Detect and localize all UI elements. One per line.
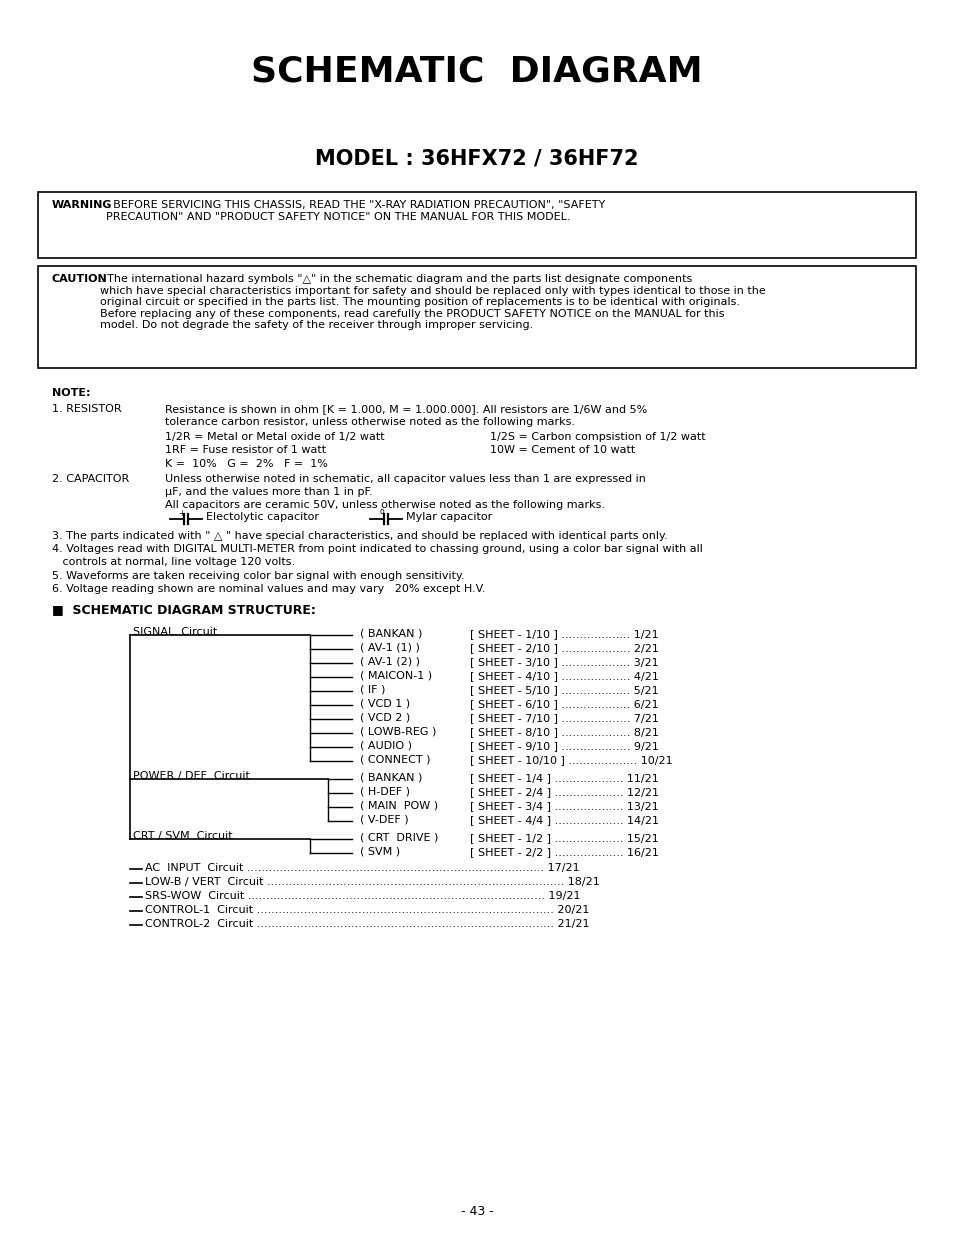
Text: [ SHEET - 5/10 ] ................... 5/21: [ SHEET - 5/10 ] ................... 5/2… (470, 685, 658, 695)
Text: K =  10%   G =  2%   F =  1%: K = 10% G = 2% F = 1% (165, 459, 328, 469)
Bar (38, 266, 915, 368)
Text: [ SHEET - 1/2 ] ................... 15/21: [ SHEET - 1/2 ] ................... 15/2… (470, 832, 659, 844)
Text: SCHEMATIC  DIAGRAM: SCHEMATIC DIAGRAM (251, 56, 702, 89)
Text: LOW-B / VERT  Circuit ..........................................................: LOW-B / VERT Circuit ...................… (145, 877, 599, 887)
Text: All capacitors are ceramic 50V, unless otherwise noted as the following marks.: All capacitors are ceramic 50V, unless o… (165, 500, 604, 510)
Text: +: + (178, 509, 185, 517)
Text: ( VCD 1 ): ( VCD 1 ) (359, 699, 410, 709)
Text: [ SHEET - 10/10 ] ................... 10/21: [ SHEET - 10/10 ] ................... 10… (470, 755, 672, 764)
Text: [ SHEET - 4/10 ] ................... 4/21: [ SHEET - 4/10 ] ................... 4/2… (470, 671, 659, 680)
Text: [ SHEET - 8/10 ] ................... 8/21: [ SHEET - 8/10 ] ................... 8/2… (470, 727, 659, 737)
Text: ( VCD 2 ): ( VCD 2 ) (359, 713, 410, 722)
Text: [ SHEET - 3/10 ] ................... 3/21: [ SHEET - 3/10 ] ................... 3/2… (470, 657, 658, 667)
Text: Unless otherwise noted in schematic, all capacitor values less than 1 are expres: Unless otherwise noted in schematic, all… (165, 474, 645, 484)
Text: 1. RESISTOR: 1. RESISTOR (52, 404, 121, 414)
Text: [ SHEET - 9/10 ] ................... 9/21: [ SHEET - 9/10 ] ................... 9/2… (470, 741, 659, 751)
Text: [ SHEET - 3/4 ] ................... 13/21: [ SHEET - 3/4 ] ................... 13/2… (470, 802, 659, 811)
Text: ( AV-1 (1) ): ( AV-1 (1) ) (359, 643, 419, 653)
Text: MODEL : 36HFX72 / 36HF72: MODEL : 36HFX72 / 36HF72 (314, 148, 639, 168)
Bar (38, 191, 915, 258)
Text: SIGNAL  Circuit: SIGNAL Circuit (132, 627, 217, 637)
Text: 3. The parts indicated with " △ " have special characteristics, and should be re: 3. The parts indicated with " △ " have s… (52, 531, 667, 541)
Text: 1/2S = Carbon compsistion of 1/2 watt: 1/2S = Carbon compsistion of 1/2 watt (490, 432, 705, 442)
Text: 5. Waveforms are taken receiving color bar signal with enough sensitivity.: 5. Waveforms are taken receiving color b… (52, 571, 464, 580)
Text: Resistance is shown in ohm [K = 1.000, M = 1.000.000]. All resistors are 1/6W an: Resistance is shown in ohm [K = 1.000, M… (165, 404, 646, 414)
Text: 1/2R = Metal or Metal oxide of 1/2 watt: 1/2R = Metal or Metal oxide of 1/2 watt (165, 432, 384, 442)
Text: [ SHEET - 4/4 ] ................... 14/21: [ SHEET - 4/4 ] ................... 14/2… (470, 815, 659, 825)
Text: ( MAIN  POW ): ( MAIN POW ) (359, 802, 437, 811)
Text: 4. Voltages read with DIGITAL MULTI-METER from point indicated to chassing groun: 4. Voltages read with DIGITAL MULTI-METE… (52, 543, 702, 555)
Text: o: o (379, 508, 384, 516)
Text: - 43 -: - 43 - (460, 1205, 493, 1218)
Text: [ SHEET - 1/10 ] ................... 1/21: [ SHEET - 1/10 ] ................... 1/2… (470, 629, 658, 638)
Text: CONTROL-1  Circuit .............................................................: CONTROL-1 Circuit ......................… (145, 905, 589, 915)
Text: [ SHEET - 2/2 ] ................... 16/21: [ SHEET - 2/2 ] ................... 16/2… (470, 847, 659, 857)
Text: ( LOWB-REG ): ( LOWB-REG ) (359, 727, 436, 737)
Text: μF, and the values more than 1 in pF.: μF, and the values more than 1 in pF. (165, 487, 373, 496)
Text: WARNING: WARNING (52, 200, 112, 210)
Text: CRT / SVM  Circuit: CRT / SVM Circuit (132, 831, 233, 841)
Text: [ SHEET - 7/10 ] ................... 7/21: [ SHEET - 7/10 ] ................... 7/2… (470, 713, 659, 722)
Text: ( CRT  DRIVE ): ( CRT DRIVE ) (359, 832, 438, 844)
Text: tolerance carbon resistor, unless otherwise noted as the following marks.: tolerance carbon resistor, unless otherw… (165, 417, 575, 427)
Text: 2. CAPACITOR: 2. CAPACITOR (52, 474, 129, 484)
Text: ( CONNECT ): ( CONNECT ) (359, 755, 430, 764)
Text: 1RF = Fuse resistor of 1 watt: 1RF = Fuse resistor of 1 watt (165, 445, 326, 454)
Text: 6. Voltage reading shown are nominal values and may vary   20% except H.V.: 6. Voltage reading shown are nominal val… (52, 584, 485, 594)
Text: ( AV-1 (2) ): ( AV-1 (2) ) (359, 657, 419, 667)
Text: ( V-DEF ): ( V-DEF ) (359, 815, 408, 825)
Text: ( AUDIO ): ( AUDIO ) (359, 741, 412, 751)
Text: Electolytic capacitor: Electolytic capacitor (206, 513, 318, 522)
Text: ( SVM ): ( SVM ) (359, 847, 399, 857)
Text: [ SHEET - 1/4 ] ................... 11/21: [ SHEET - 1/4 ] ................... 11/2… (470, 773, 659, 783)
Text: [ SHEET - 6/10 ] ................... 6/21: [ SHEET - 6/10 ] ................... 6/2… (470, 699, 658, 709)
Text: NOTE:: NOTE: (52, 388, 91, 398)
Text: CONTROL-2  Circuit .............................................................: CONTROL-2 Circuit ......................… (145, 919, 589, 929)
Text: SRS-WOW  Circuit ...............................................................: SRS-WOW Circuit ........................… (145, 890, 579, 902)
Text: ( BANKAN ): ( BANKAN ) (359, 773, 422, 783)
Text: AC  INPUT  Circuit .............................................................: AC INPUT Circuit .......................… (145, 863, 579, 873)
Text: : The international hazard symbols "△" in the schematic diagram and the parts li: : The international hazard symbols "△" i… (100, 274, 765, 331)
Text: ■  SCHEMATIC DIAGRAM STRUCTURE:: ■ SCHEMATIC DIAGRAM STRUCTURE: (52, 603, 315, 616)
Text: POWER / DEF  Circuit: POWER / DEF Circuit (132, 771, 250, 781)
Text: 10W = Cement of 10 watt: 10W = Cement of 10 watt (490, 445, 635, 454)
Text: ( H-DEF ): ( H-DEF ) (359, 787, 410, 797)
Text: controls at normal, line voltage 120 volts.: controls at normal, line voltage 120 vol… (52, 557, 294, 567)
Text: CAUTION: CAUTION (52, 274, 108, 284)
Text: ( IF ): ( IF ) (359, 685, 385, 695)
Text: ( BANKAN ): ( BANKAN ) (359, 629, 422, 638)
Text: ( MAICON-1 ): ( MAICON-1 ) (359, 671, 432, 680)
Text: [ SHEET - 2/4 ] ................... 12/21: [ SHEET - 2/4 ] ................... 12/2… (470, 787, 659, 797)
Text: Mylar capacitor: Mylar capacitor (406, 513, 492, 522)
Text: [ SHEET - 2/10 ] ................... 2/21: [ SHEET - 2/10 ] ................... 2/2… (470, 643, 659, 653)
Text: : BEFORE SERVICING THIS CHASSIS, READ THE "X-RAY RADIATION PRECAUTION", "SAFETY
: : BEFORE SERVICING THIS CHASSIS, READ TH… (106, 200, 604, 221)
